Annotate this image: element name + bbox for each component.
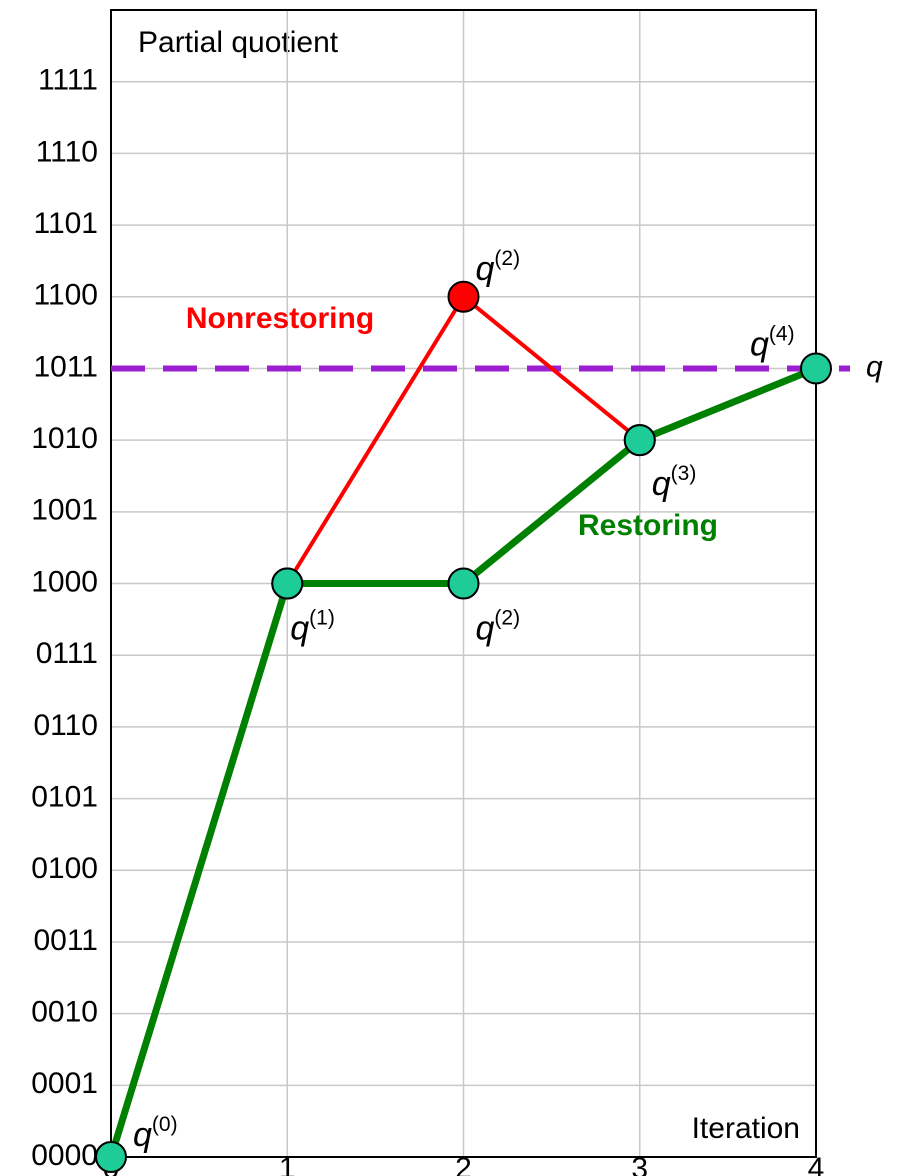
series-label: Nonrestoring [186, 302, 374, 335]
point-label: q(4) [750, 322, 795, 363]
point-label-text: q [476, 609, 495, 647]
y-tick-label: 0000 [31, 1139, 98, 1172]
y-tick-label: 0011 [33, 924, 98, 957]
point-label-sup: (1) [309, 606, 335, 629]
point [623, 424, 656, 457]
point-label: q(1) [290, 606, 335, 647]
point-label: q(2) [476, 606, 521, 647]
y-tick-label: 1110 [36, 135, 98, 168]
y-tick-label: 0110 [33, 709, 98, 742]
y-tick-label: 1010 [31, 422, 98, 455]
point-label-text: q [750, 325, 769, 363]
point-label-sup: (4) [769, 322, 795, 345]
x-tick-label: 3 [631, 1152, 648, 1176]
point-label-sup: (0) [152, 1113, 178, 1136]
y-tick-label: 1111 [38, 64, 98, 97]
point-label-sup: (3) [671, 462, 697, 485]
point-label: q(0) [133, 1113, 178, 1154]
y-tick-label: 0010 [31, 996, 98, 1029]
y-tick-label: 1011 [33, 350, 98, 383]
series-label: Restoring [578, 509, 718, 542]
point-label-text: q [476, 250, 495, 288]
point-label-text: q [652, 465, 671, 503]
plot-frame [110, 9, 817, 1158]
x-tick-label: 2 [455, 1152, 472, 1176]
y-tick-label: 0111 [36, 637, 98, 670]
point [447, 567, 480, 600]
y-tick-label: 0101 [31, 780, 98, 813]
point [95, 1141, 127, 1173]
x-tick-label: 1 [279, 1152, 296, 1176]
point-label-text: q [290, 609, 309, 647]
reference-label: q [866, 350, 883, 383]
y-tick-label: 0100 [31, 852, 98, 885]
point-label-sup: (2) [494, 246, 520, 269]
y-tick-label: 1101 [33, 207, 98, 240]
y-tick-label: 1100 [33, 279, 98, 312]
point [447, 280, 480, 313]
point-label-sup: (2) [494, 606, 520, 629]
point [271, 567, 304, 600]
y-tick-label: 0001 [31, 1067, 98, 1100]
y-tick-label: 1001 [31, 494, 98, 527]
x-axis-label: Iteration [692, 1112, 800, 1145]
y-axis-label: Partial quotient [138, 26, 339, 59]
point-label: q(3) [652, 462, 697, 503]
y-tick-label: 1000 [31, 565, 98, 598]
point-label-text: q [133, 1116, 152, 1154]
point-label: q(2) [476, 246, 521, 287]
point [800, 352, 832, 385]
